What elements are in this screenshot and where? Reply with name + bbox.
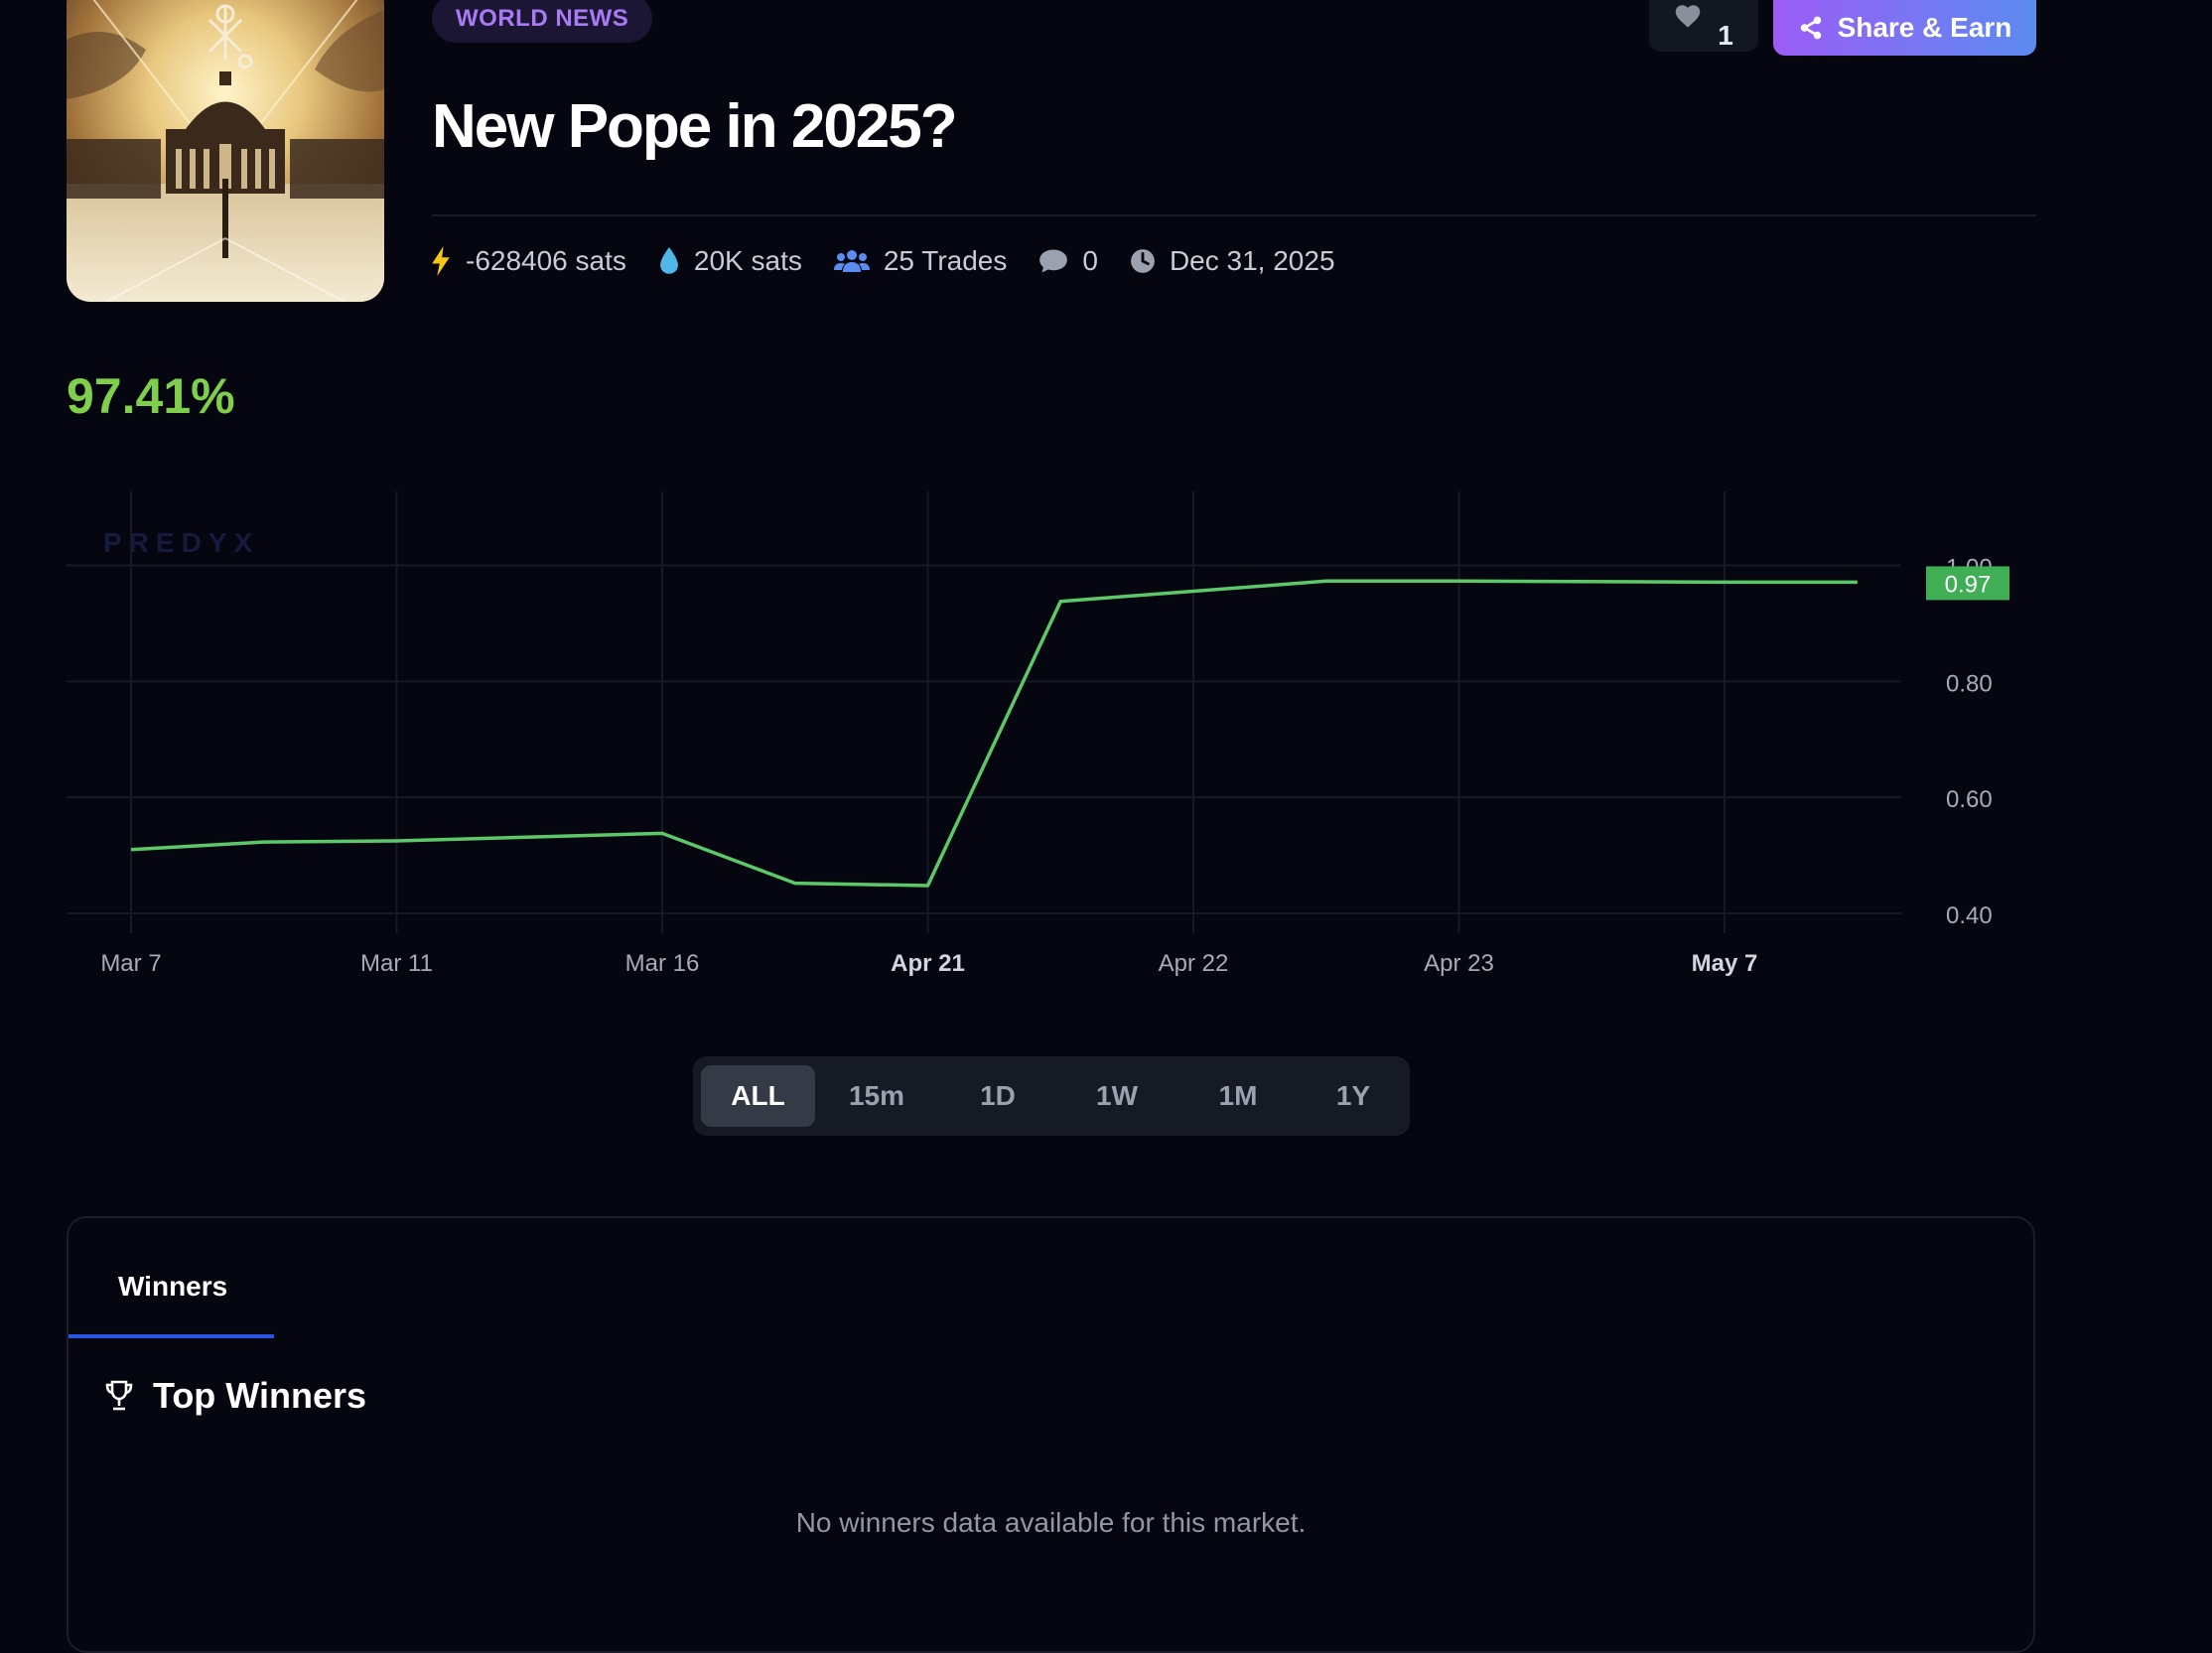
- share-label: Share & Earn: [1837, 12, 2012, 43]
- liquidity-stat: 20K sats: [658, 245, 802, 277]
- share-earn-button[interactable]: Share & Earn: [1773, 0, 2036, 56]
- trades-stat: 25 Trades: [833, 245, 1008, 277]
- x-tick-label: Apr 22: [1159, 950, 1229, 977]
- end-date-stat: Dec 31, 2025: [1130, 245, 1335, 277]
- share-icon: [1800, 16, 1821, 40]
- tab-active-indicator: [69, 1334, 274, 1338]
- heart-icon: [1675, 5, 1701, 28]
- end-date-value: Dec 31, 2025: [1169, 245, 1335, 276]
- droplet-icon: [659, 247, 678, 274]
- comments-stat: 0: [1038, 245, 1098, 277]
- range-1d-button[interactable]: 1D: [980, 1080, 1016, 1111]
- range-1m-button[interactable]: 1M: [1218, 1080, 1258, 1111]
- title-divider: [432, 214, 2036, 216]
- trades-value: 25 Trades: [883, 245, 1008, 276]
- liquidity-value: 20K sats: [693, 245, 802, 276]
- x-tick-label: Apr 21: [891, 950, 965, 977]
- comments-value: 0: [1082, 245, 1098, 276]
- y-tick-label: 0.80: [1946, 670, 1993, 697]
- x-tick-label: Mar 11: [360, 950, 433, 977]
- series-line: [130, 579, 1858, 888]
- last-value-label: 0.97: [1945, 571, 1992, 598]
- x-tick-label: May 7: [1692, 950, 1758, 977]
- winners-panel: [67, 1216, 2035, 1653]
- category-badge[interactable]: WORLD NEWS: [432, 0, 653, 43]
- users-icon: [833, 250, 870, 272]
- x-tick-label: Apr 23: [1424, 950, 1494, 977]
- range-1y-button[interactable]: 1Y: [1335, 1080, 1371, 1111]
- probability-value: 97.41%: [67, 368, 235, 424]
- tab-winners[interactable]: Winners: [118, 1271, 228, 1302]
- volume-value: -628406 sats: [466, 245, 626, 276]
- top-winners-heading: Top Winners: [103, 1375, 366, 1417]
- range-all-button[interactable]: ALL: [701, 1065, 815, 1127]
- like-button[interactable]: 1: [1649, 0, 1758, 52]
- comment-icon: [1039, 249, 1068, 273]
- market-title: New Pope in 2025?: [432, 92, 958, 161]
- y-tick-label: 0.40: [1946, 902, 1993, 929]
- market-stats: -628406 sats 20K sats 25 Trades 0 Dec 31…: [430, 241, 1367, 281]
- x-tick-label: Mar 16: [625, 950, 700, 977]
- market-image: [67, 0, 384, 302]
- time-range-selector: ALL 15m 1D 1W 1M 1Y: [693, 1056, 1410, 1136]
- chart-watermark: PREDYX: [103, 527, 259, 558]
- top-winners-label: Top Winners: [153, 1375, 366, 1416]
- winners-empty-message: No winners data available for this marke…: [795, 1507, 1307, 1538]
- lightning-icon: [432, 246, 450, 276]
- x-tick-label: Mar 7: [100, 950, 161, 977]
- range-1w-button[interactable]: 1W: [1096, 1080, 1138, 1111]
- range-15m-button[interactable]: 15m: [848, 1080, 905, 1111]
- clock-icon: [1131, 249, 1155, 273]
- trophy-icon: [105, 1380, 133, 1411]
- volume-stat: -628406 sats: [430, 245, 626, 277]
- like-count: 1: [1718, 20, 1733, 51]
- y-tick-label: 0.60: [1946, 786, 1993, 813]
- last-value-badge: [1926, 566, 2009, 601]
